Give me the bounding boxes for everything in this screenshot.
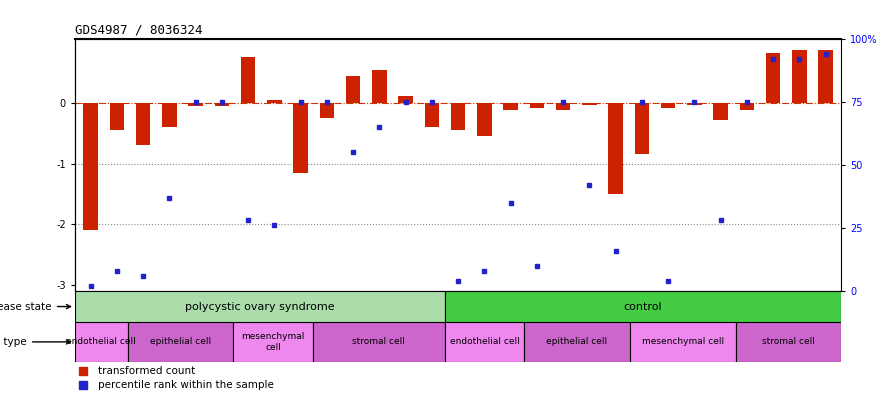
Bar xyxy=(740,103,754,110)
Bar xyxy=(687,103,701,105)
Bar xyxy=(75,291,445,322)
Bar xyxy=(293,103,307,173)
Bar xyxy=(189,103,203,106)
Text: stromal cell: stromal cell xyxy=(352,338,405,346)
Bar xyxy=(372,70,387,103)
Bar xyxy=(398,95,413,103)
Bar xyxy=(215,103,229,106)
Bar xyxy=(478,103,492,136)
Bar xyxy=(451,103,465,130)
Bar xyxy=(818,50,833,103)
Bar xyxy=(425,103,439,127)
Bar xyxy=(267,100,282,103)
Bar xyxy=(714,103,728,120)
Bar xyxy=(136,103,151,145)
Bar xyxy=(661,103,676,108)
Bar xyxy=(233,322,313,362)
Bar xyxy=(128,322,233,362)
Text: stromal cell: stromal cell xyxy=(762,338,815,346)
Text: mesenchymal
cell: mesenchymal cell xyxy=(241,332,305,352)
Bar xyxy=(84,103,98,230)
Bar xyxy=(634,103,649,154)
Bar xyxy=(766,53,781,103)
Bar xyxy=(792,50,807,103)
Bar xyxy=(529,103,544,108)
Bar xyxy=(320,103,334,118)
Text: endothelial cell: endothelial cell xyxy=(449,338,520,346)
Bar xyxy=(346,76,360,103)
Text: polycystic ovary syndrome: polycystic ovary syndrome xyxy=(185,301,335,312)
Bar xyxy=(736,322,841,362)
Bar xyxy=(313,322,445,362)
Bar xyxy=(556,103,570,110)
Bar xyxy=(609,103,623,194)
Bar xyxy=(582,103,596,105)
Text: epithelial cell: epithelial cell xyxy=(150,338,211,346)
Bar xyxy=(162,103,176,127)
Text: epithelial cell: epithelial cell xyxy=(546,338,608,346)
Text: cell type: cell type xyxy=(0,337,70,347)
Text: disease state: disease state xyxy=(0,301,70,312)
Bar xyxy=(630,322,736,362)
Bar xyxy=(109,103,124,130)
Text: control: control xyxy=(624,301,663,312)
Text: endothelial cell: endothelial cell xyxy=(66,338,137,346)
Bar xyxy=(445,322,524,362)
Text: GDS4987 / 8036324: GDS4987 / 8036324 xyxy=(75,24,203,37)
Text: mesenchymal cell: mesenchymal cell xyxy=(641,338,724,346)
Bar xyxy=(241,57,255,103)
Bar xyxy=(445,291,841,322)
Bar xyxy=(524,322,630,362)
Bar xyxy=(75,322,128,362)
Text: transformed count: transformed count xyxy=(98,366,195,376)
Bar xyxy=(503,103,518,110)
Text: percentile rank within the sample: percentile rank within the sample xyxy=(98,380,274,390)
